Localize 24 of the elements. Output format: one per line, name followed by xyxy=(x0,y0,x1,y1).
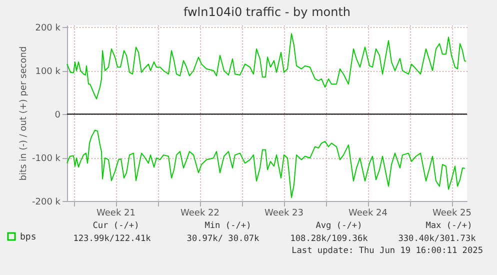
text: 123.99k/122.41k xyxy=(72,234,152,244)
x-tick-label: Week 21 xyxy=(96,208,136,218)
text: Min (-/+) xyxy=(204,221,252,231)
x-tick-label: Week 23 xyxy=(264,208,304,218)
y-tick-label: 0 xyxy=(54,110,61,121)
line-series xyxy=(66,33,466,100)
line-series xyxy=(66,130,466,198)
chart-title: fwln104i0 traffic - by month xyxy=(183,5,351,20)
text: 108.28k/109.36k xyxy=(289,234,369,244)
y-tick-label: -200 k xyxy=(32,198,62,208)
text: Avg (-/+) xyxy=(314,221,364,231)
y-tick-label: 200 k xyxy=(35,24,62,34)
text: Last update: Thu Jun 19 16:00:11 2025 xyxy=(292,246,483,256)
y-axis-title: bits in (-) / out (+) per second xyxy=(19,46,29,181)
legend-label: bps xyxy=(20,232,36,242)
text: 30.97k/ 30.07k xyxy=(186,234,260,244)
y-tick-label: 100 k xyxy=(35,67,62,78)
text: Max (-/+) xyxy=(424,221,474,231)
x-tick-label: Week 22 xyxy=(180,208,220,218)
x-tick-label: Week 24 xyxy=(348,208,388,218)
x-tick-label: Week 25 xyxy=(432,208,472,218)
text: 330.40k/301.73k xyxy=(397,234,477,244)
y-tick-label: -100 k xyxy=(32,154,62,164)
text: Cur (-/+) xyxy=(92,221,140,231)
